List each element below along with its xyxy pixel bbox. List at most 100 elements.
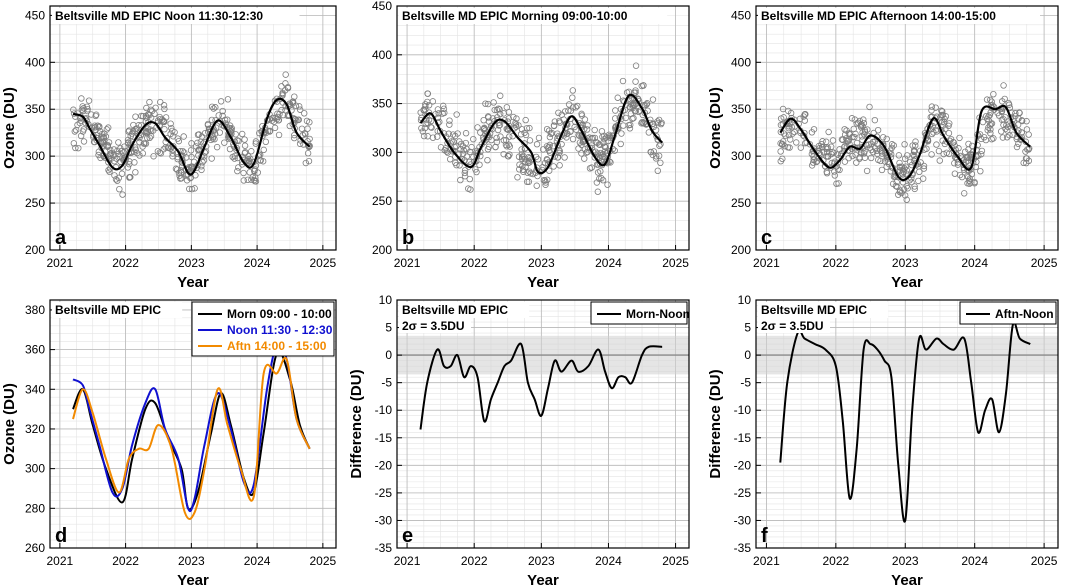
- legend: Morn-Noon: [590, 301, 690, 325]
- x-tick-label: 2025: [1031, 256, 1058, 270]
- data-point: [282, 80, 289, 87]
- data-point: [846, 131, 853, 138]
- y-tick-label: 200: [731, 243, 751, 257]
- data-point: [150, 153, 157, 160]
- data-point: [988, 98, 995, 105]
- data-point: [780, 130, 788, 137]
- data-point: [928, 103, 936, 110]
- y-tick-label: -35: [375, 541, 393, 555]
- data-point: [612, 115, 619, 122]
- data-point: [296, 140, 304, 147]
- data-point: [627, 96, 634, 103]
- legend: Aftn-Noon: [959, 301, 1057, 325]
- data-point: [219, 107, 226, 115]
- data-point: [657, 159, 664, 166]
- data-point: [851, 133, 858, 141]
- data-point: [593, 179, 601, 186]
- data-point: [275, 117, 282, 124]
- y-tick-label: 300: [731, 149, 751, 163]
- data-point: [1018, 129, 1025, 136]
- data-point: [161, 105, 168, 113]
- panel-letter: f: [761, 525, 768, 547]
- data-point: [160, 102, 168, 109]
- data-point: [188, 185, 196, 193]
- data-point: [788, 124, 796, 131]
- x-axis-title: Year: [177, 572, 209, 587]
- data-point: [836, 166, 843, 174]
- data-point: [462, 139, 469, 147]
- data-point: [244, 156, 252, 163]
- data-point: [928, 151, 935, 158]
- data-point: [493, 134, 500, 142]
- data-point: [797, 144, 805, 151]
- y-tick-label: -20: [734, 458, 752, 472]
- data-point: [800, 113, 807, 120]
- data-point: [282, 71, 289, 78]
- data-point: [303, 117, 311, 125]
- x-tick-label: 2022: [822, 554, 849, 568]
- data-point: [485, 114, 492, 121]
- data-point: [496, 106, 503, 113]
- data-point: [786, 144, 793, 151]
- data-point: [540, 177, 548, 184]
- legend-label: Aftn-Noon: [995, 307, 1054, 321]
- data-point: [787, 136, 794, 143]
- x-tick-label: 2021: [394, 256, 421, 270]
- data-point: [231, 155, 238, 162]
- data-point: [191, 185, 198, 192]
- data-point: [96, 123, 103, 130]
- plot-frame: [396, 5, 690, 251]
- data-point: [484, 156, 491, 164]
- data-point: [204, 121, 212, 129]
- data-point: [210, 105, 217, 112]
- data-point: [819, 138, 826, 145]
- data-point: [144, 128, 151, 135]
- data-point: [445, 130, 452, 137]
- data-point: [278, 83, 285, 90]
- y-tick-label: 400: [372, 48, 392, 62]
- data-point: [462, 130, 470, 137]
- data-point: [635, 108, 642, 116]
- data-point: [1022, 148, 1029, 155]
- x-axis-title: Year: [891, 274, 923, 291]
- x-tick-label: 2025: [662, 554, 689, 568]
- data-point: [452, 132, 459, 140]
- data-point: [115, 150, 122, 158]
- data-point: [252, 178, 260, 185]
- data-point: [550, 122, 558, 130]
- x-tick-label: 2022: [461, 554, 488, 568]
- data-point: [863, 167, 871, 175]
- data-point: [629, 104, 636, 112]
- data-point: [422, 120, 429, 128]
- data-point: [563, 130, 571, 137]
- data-point: [964, 173, 972, 181]
- data-point: [503, 143, 511, 150]
- data-point: [830, 149, 837, 156]
- sigma-bg: [758, 318, 830, 333]
- title-bg: [758, 8, 1040, 24]
- data-point: [895, 191, 902, 198]
- x-tick-label: 2024: [595, 256, 622, 270]
- data-point: [419, 128, 427, 135]
- y-tick-label: -35: [734, 541, 752, 555]
- data-point: [107, 146, 114, 154]
- data-point: [169, 150, 176, 157]
- data-point: [867, 154, 875, 162]
- plot-content: [70, 71, 313, 198]
- data-point: [556, 162, 563, 169]
- data-point: [945, 122, 952, 130]
- panel-f: 2021 2022 2023 2024 2025 -35 -30 -25 -20 -15 -10 -5…: [707, 293, 1059, 587]
- panel-title: Beltsville MD EPIC: [402, 303, 508, 317]
- data-point: [105, 158, 112, 166]
- data-point: [915, 177, 922, 185]
- y-tick-label: 0: [385, 348, 392, 362]
- data-point: [640, 120, 647, 127]
- panel-title: Beltsville MD EPIC Morning 09:00-10:00: [402, 9, 628, 23]
- panel-title: Beltsville MD EPIC Afternoon 14:00-15:00: [761, 9, 996, 23]
- data-point: [555, 109, 562, 117]
- data-point: [903, 167, 910, 174]
- data-point: [779, 155, 786, 163]
- data-point: [115, 139, 122, 146]
- data-point: [457, 157, 464, 164]
- data-point: [482, 100, 489, 107]
